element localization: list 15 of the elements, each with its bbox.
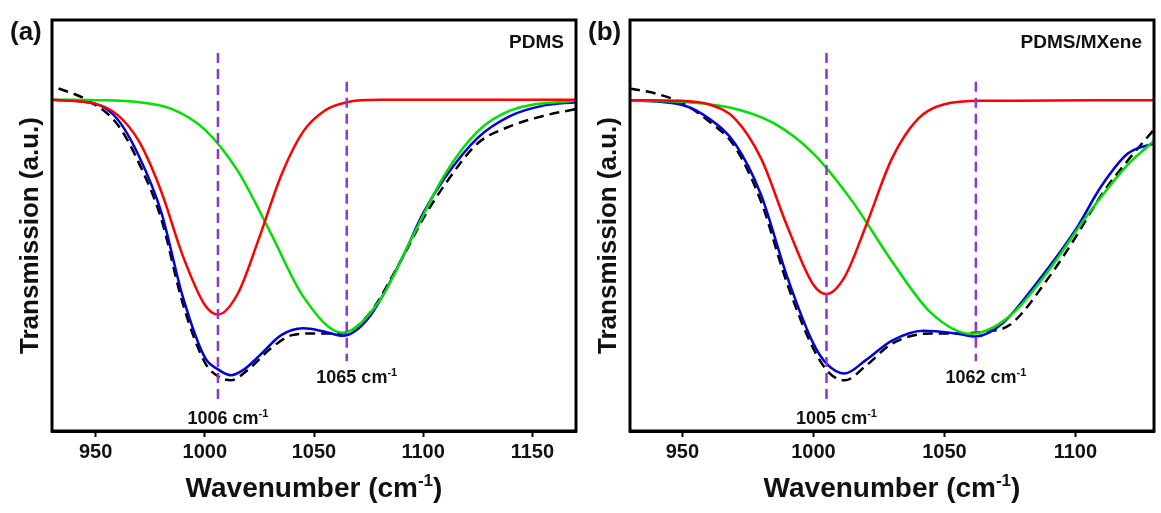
x-tick-label: 1000 bbox=[182, 439, 228, 462]
text: PDMS/MXene bbox=[1020, 31, 1143, 52]
x-tick-label: 1000 bbox=[791, 439, 836, 462]
x-tick-label: 1150 bbox=[510, 439, 555, 462]
chart-title: (b) bbox=[588, 16, 622, 46]
x-tick-label: 950 bbox=[78, 439, 113, 462]
x-tick-label: 1100 bbox=[401, 439, 445, 462]
x-tick-label: 950 bbox=[665, 439, 700, 462]
x-tick-label: 1050 bbox=[922, 439, 967, 462]
chart-title: (a) bbox=[10, 16, 42, 46]
text: PDMS bbox=[509, 31, 565, 52]
x-tick-label: 1050 bbox=[291, 439, 337, 462]
y-axis-title: Transmission (a.u.) bbox=[14, 117, 44, 354]
y-axis-title: Transmission (a.u.) bbox=[592, 117, 622, 354]
x-tick-label: 1100 bbox=[1053, 439, 1098, 462]
